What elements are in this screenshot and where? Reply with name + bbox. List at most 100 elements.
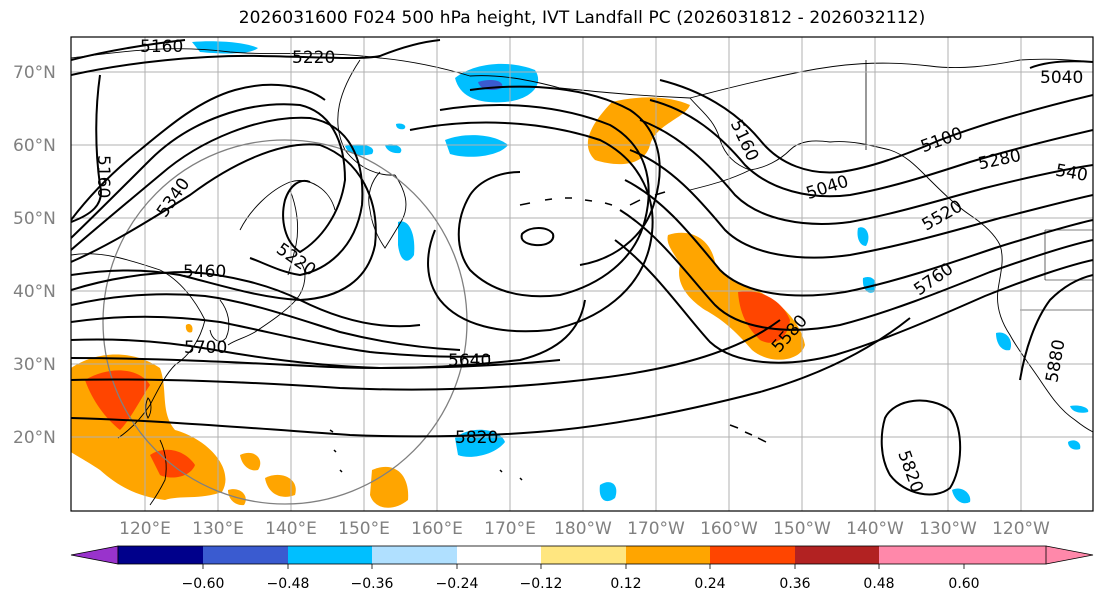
coast-alaska-north <box>689 58 1093 99</box>
contour-ak-7 <box>614 239 1093 364</box>
lat-label: 50°N <box>13 209 56 229</box>
coast-siberia-east <box>337 59 396 176</box>
shade-neg-east-3 <box>996 332 1012 351</box>
colorbar-tick-labels: −0.60 −0.48 −0.36 −0.24 −0.12 0.12 0.24 … <box>182 576 980 592</box>
contour-ak-6 <box>619 209 1093 331</box>
contour-ak-1 <box>659 79 1093 174</box>
colorbar-extend-right <box>964 546 1093 564</box>
height-contours <box>71 39 1093 496</box>
contour-label: 5160 <box>140 37 183 57</box>
contour-5460 <box>71 270 421 328</box>
contour-label: 5160 <box>93 155 113 198</box>
lon-label: 160°E <box>411 519 463 539</box>
lat-label: 30°N <box>13 355 56 375</box>
lon-label: 130°E <box>192 519 244 539</box>
contour-closed-high-east <box>880 399 962 496</box>
contour-5520-c <box>71 293 461 351</box>
coast-kamchatka <box>368 171 407 249</box>
colorbar-segment <box>795 546 879 564</box>
coast-philippines <box>149 439 167 506</box>
shade-pos-small-160e <box>185 323 193 333</box>
contour-labels: 5160 5220 5040 5160 5340 5460 5220 5100 … <box>93 37 1089 495</box>
coast-china <box>71 253 206 439</box>
graticule <box>71 37 1093 511</box>
colorbar-segment <box>457 546 541 564</box>
map-frame <box>70 36 1094 512</box>
shade-neg-kuril <box>398 221 415 261</box>
shade-pos-south-2 <box>265 474 296 497</box>
colorbar-tick-label: −0.48 <box>267 576 310 592</box>
shade-neg-aleut-1 <box>445 135 508 157</box>
lon-label: 140°E <box>265 519 317 539</box>
colorbar-tick-label: −0.12 <box>520 576 563 592</box>
coast-japan <box>227 261 306 346</box>
colorbar-segment <box>541 546 626 564</box>
colorbar-segment <box>879 546 964 564</box>
landfall-circle <box>102 139 468 505</box>
contour-label: 5460 <box>183 262 226 282</box>
lon-label: 180°W <box>554 519 612 539</box>
shade-neg-east-6 <box>1070 405 1089 413</box>
lon-label: 170°E <box>484 519 536 539</box>
lat-label: 60°N <box>13 136 56 156</box>
colorbar-tick-label: 0.36 <box>779 576 810 592</box>
lon-label: 140°W <box>846 519 904 539</box>
coast-okhotsk <box>239 180 336 231</box>
shade-neg-east-4 <box>952 488 971 504</box>
colorbar-segment <box>372 546 457 564</box>
colorbar-tick-label: 0.60 <box>948 576 979 592</box>
colorbar-tick-label: −0.24 <box>436 576 479 592</box>
lon-label: 120°W <box>992 519 1050 539</box>
shade-neg-south-1 <box>599 482 617 502</box>
contour-ak-4 <box>629 149 1093 259</box>
colorbar-tick-label: −0.60 <box>182 576 225 592</box>
shade-neg-aleut-3 <box>385 144 402 154</box>
contour-5700 <box>71 338 561 370</box>
coast-taiwan <box>145 397 152 419</box>
colorbar-tick-label: 0.24 <box>694 576 725 592</box>
colorbar-extend-left <box>70 545 119 565</box>
shade-pos-west-pacific-core2 <box>150 449 195 478</box>
chart-title: 2026031600 F024 500 hPa height, IVT Land… <box>238 8 926 28</box>
pacific-islands <box>329 429 523 481</box>
contour-label: 5700 <box>184 338 227 358</box>
contour-5820 <box>71 317 911 438</box>
contour-5340 <box>71 83 326 221</box>
contour-5160-north <box>71 39 186 61</box>
shade-pos-south-1 <box>240 452 261 471</box>
contour-lobe-1 <box>71 103 347 254</box>
coast-siberia-north <box>71 48 691 99</box>
colorbar-segment <box>710 546 795 564</box>
lat-label: 40°N <box>13 282 56 302</box>
contour-bering-ridge-2 <box>439 104 650 298</box>
coast-korea <box>209 299 230 342</box>
colorbar-outline <box>117 545 1047 565</box>
hawaii-islands <box>729 424 767 443</box>
lat-label: 20°N <box>13 428 56 448</box>
colorbar-segment <box>203 546 288 564</box>
contour-5040-east <box>1029 60 1093 69</box>
contour-5760 <box>71 319 781 391</box>
contour-label: 5220 <box>292 48 335 68</box>
contour-closed-high <box>520 227 555 247</box>
contour-label: 5820 <box>455 428 498 448</box>
contour-label: 5040 <box>1040 68 1083 88</box>
shade-neg-east-2 <box>862 276 877 293</box>
contour-label: 5640 <box>448 351 491 371</box>
lon-label: 170°W <box>627 519 685 539</box>
contour-lobe-2 <box>71 116 364 277</box>
contour-5580-c <box>71 315 491 358</box>
lon-label: 130°W <box>919 519 977 539</box>
colorbar-tick-label: 0.12 <box>610 576 641 592</box>
contour-bering-ridge-3 <box>409 121 654 333</box>
colorbar-tick-label: 0.48 <box>863 576 894 592</box>
contour-5640 <box>71 299 586 369</box>
lat-label: 70°N <box>13 63 56 83</box>
shade-neg-east-1 <box>857 227 869 246</box>
lon-label: 150°E <box>338 519 390 539</box>
coast-sakhalin <box>287 189 299 276</box>
contour-5220-north <box>71 39 441 76</box>
contour-ak-3 <box>639 119 1093 225</box>
shade-neg-east-5 <box>1068 440 1081 450</box>
